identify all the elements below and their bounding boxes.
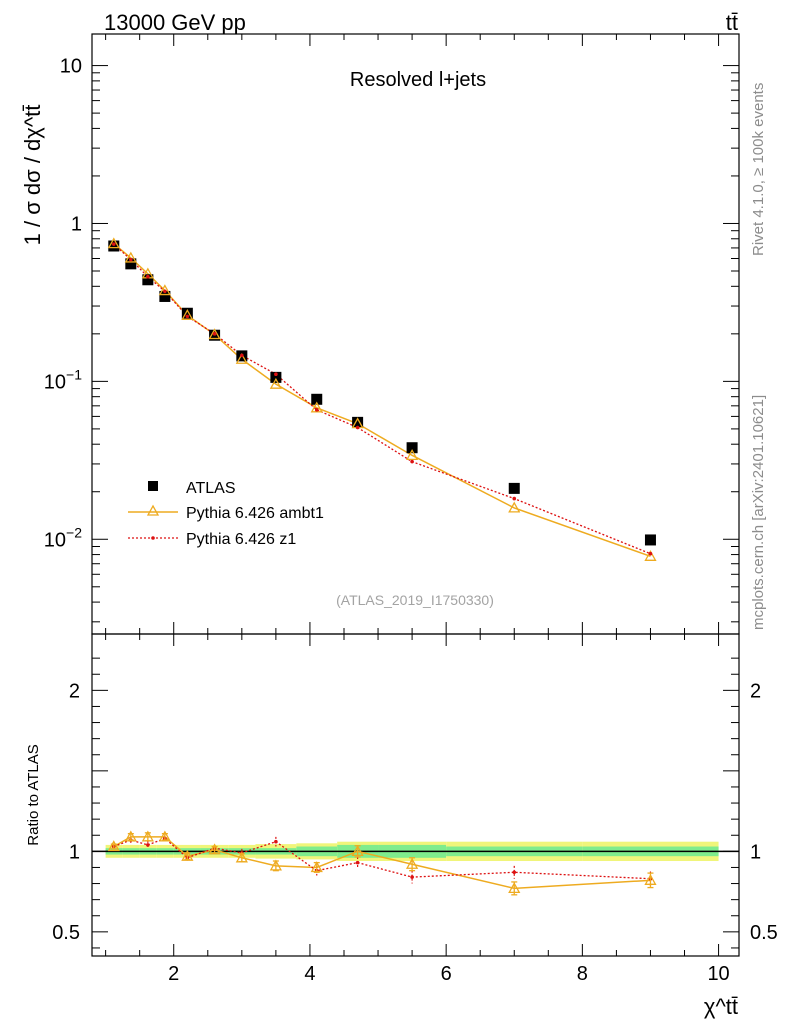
ratio-ambt1-point [269,859,282,871]
ambt1-point [644,549,657,561]
atlas-point [159,290,171,302]
ratio-ambt1-point [158,830,171,842]
y-axis-label: 1 / σ dσ / dχ^tt̄ [20,105,45,246]
atlas-point [108,240,120,252]
y-tick-label: 1 [71,213,82,235]
atlas-point [311,393,323,405]
z1-point [163,289,167,294]
ambt1-point [269,377,282,389]
z1-point [355,425,360,430]
z1-point [240,353,244,358]
z1-point [410,459,414,464]
legend-z1-marker [151,536,155,540]
y-tick-label: 1 [69,841,80,863]
ambt1-point [310,401,323,413]
legend-atlas-label: ATLAS [186,480,236,497]
atlas-point [270,371,282,383]
atlas-point [125,258,137,270]
z1-point [648,551,653,556]
ambt1-point [405,449,419,460]
ratio-z1-point [512,870,517,875]
atlas-point [644,534,656,546]
ambt1-point [235,352,248,364]
mcplots-label: mcplots.cern.ch [arXiv:2401.10621] [750,395,767,630]
y-tick-label: 0.5 [52,922,80,944]
ratio-ambt1-point [351,845,364,856]
y-tick-label-right: 0.5 [750,922,778,944]
main-plot: 10−2 10−1 1 10 Resolved l+jets (ATLAS_2019_… [20,33,740,635]
ratio-ambt1-point [124,830,137,842]
ambt1-point [181,308,194,320]
atlas-point [352,416,364,428]
x-axis-label: χ^tt̄ [704,994,738,1019]
atlas-point [142,274,154,286]
x-tick-label: 10 [707,963,729,985]
process-label: tt̄ [726,10,738,35]
rivet-label: Rivet 4.1.0, ≥ 100k events [750,83,767,256]
y-tick-label: 10 [60,56,82,78]
ratio-z1-point [355,860,360,865]
ratio-z1-point [146,843,150,847]
ratio-frame [91,633,740,957]
x-tick-label: 6 [441,963,452,985]
ratio-z1-point [410,875,414,879]
x-tick-label: 4 [304,963,315,985]
z1-point [185,314,190,319]
ratio-ambt1-point [141,830,154,842]
ratio-ambt1-point [508,882,521,894]
ratio-ambt1-point [107,840,120,852]
atlas-point [508,482,520,494]
z1-point [129,257,133,262]
atlas-point [181,307,193,319]
legend-z1-label: Pythia 6.426 z1 [186,531,296,548]
ambt1-point [158,284,171,296]
y-tick-label: 2 [69,680,80,702]
ratio-ambt1-point [310,861,323,873]
y-tick-label-right: 2 [750,680,761,702]
analysis-tag: (ATLAS_2019_I1750330) [336,592,494,608]
z1-point [212,332,217,336]
z1-point [512,496,517,501]
ratio-ambt1-point [208,843,221,855]
ambt1-point [124,251,137,263]
y-tick-label: 10−1 [44,366,82,393]
y-tick-label-right: 1 [750,841,761,863]
legend: ATLAS Pythia 6.426 ambt1 Pythia 6.426 z1 [128,480,324,548]
ratio-ambt1-point [181,849,194,861]
ratio-y-axis-label: Ratio to ATLAS [25,744,42,845]
ratio-plot: 2 4 6 8 10 0.5 0.5 1 1 2 2 Ratio to ATLAS [25,622,778,985]
legend-atlas-marker [148,481,158,491]
chart-title: Resolved l+jets [350,69,486,91]
atlas-point [406,442,418,454]
legend-ambt1-label: Pythia 6.426 ambt1 [186,505,324,522]
z1-point [274,372,278,377]
energy-label: 13000 GeV pp [104,10,246,35]
ambt1-point [208,328,221,340]
ratio-ambt1-point [644,873,657,885]
x-tick-label: 8 [577,963,588,985]
ambt1-point [508,501,521,513]
ratio-ambt1-point [235,851,248,863]
z1-point [314,408,319,412]
legend-ambt1-marker [146,504,160,516]
ratio-z1-point [274,839,278,844]
z1-point [146,274,150,279]
y-tick-label: 10−2 [44,524,82,551]
ambt1-point [107,237,120,249]
z1-point [111,242,116,246]
x-tick-label: 2 [168,963,179,985]
ratio-ambt1-point [405,857,419,869]
